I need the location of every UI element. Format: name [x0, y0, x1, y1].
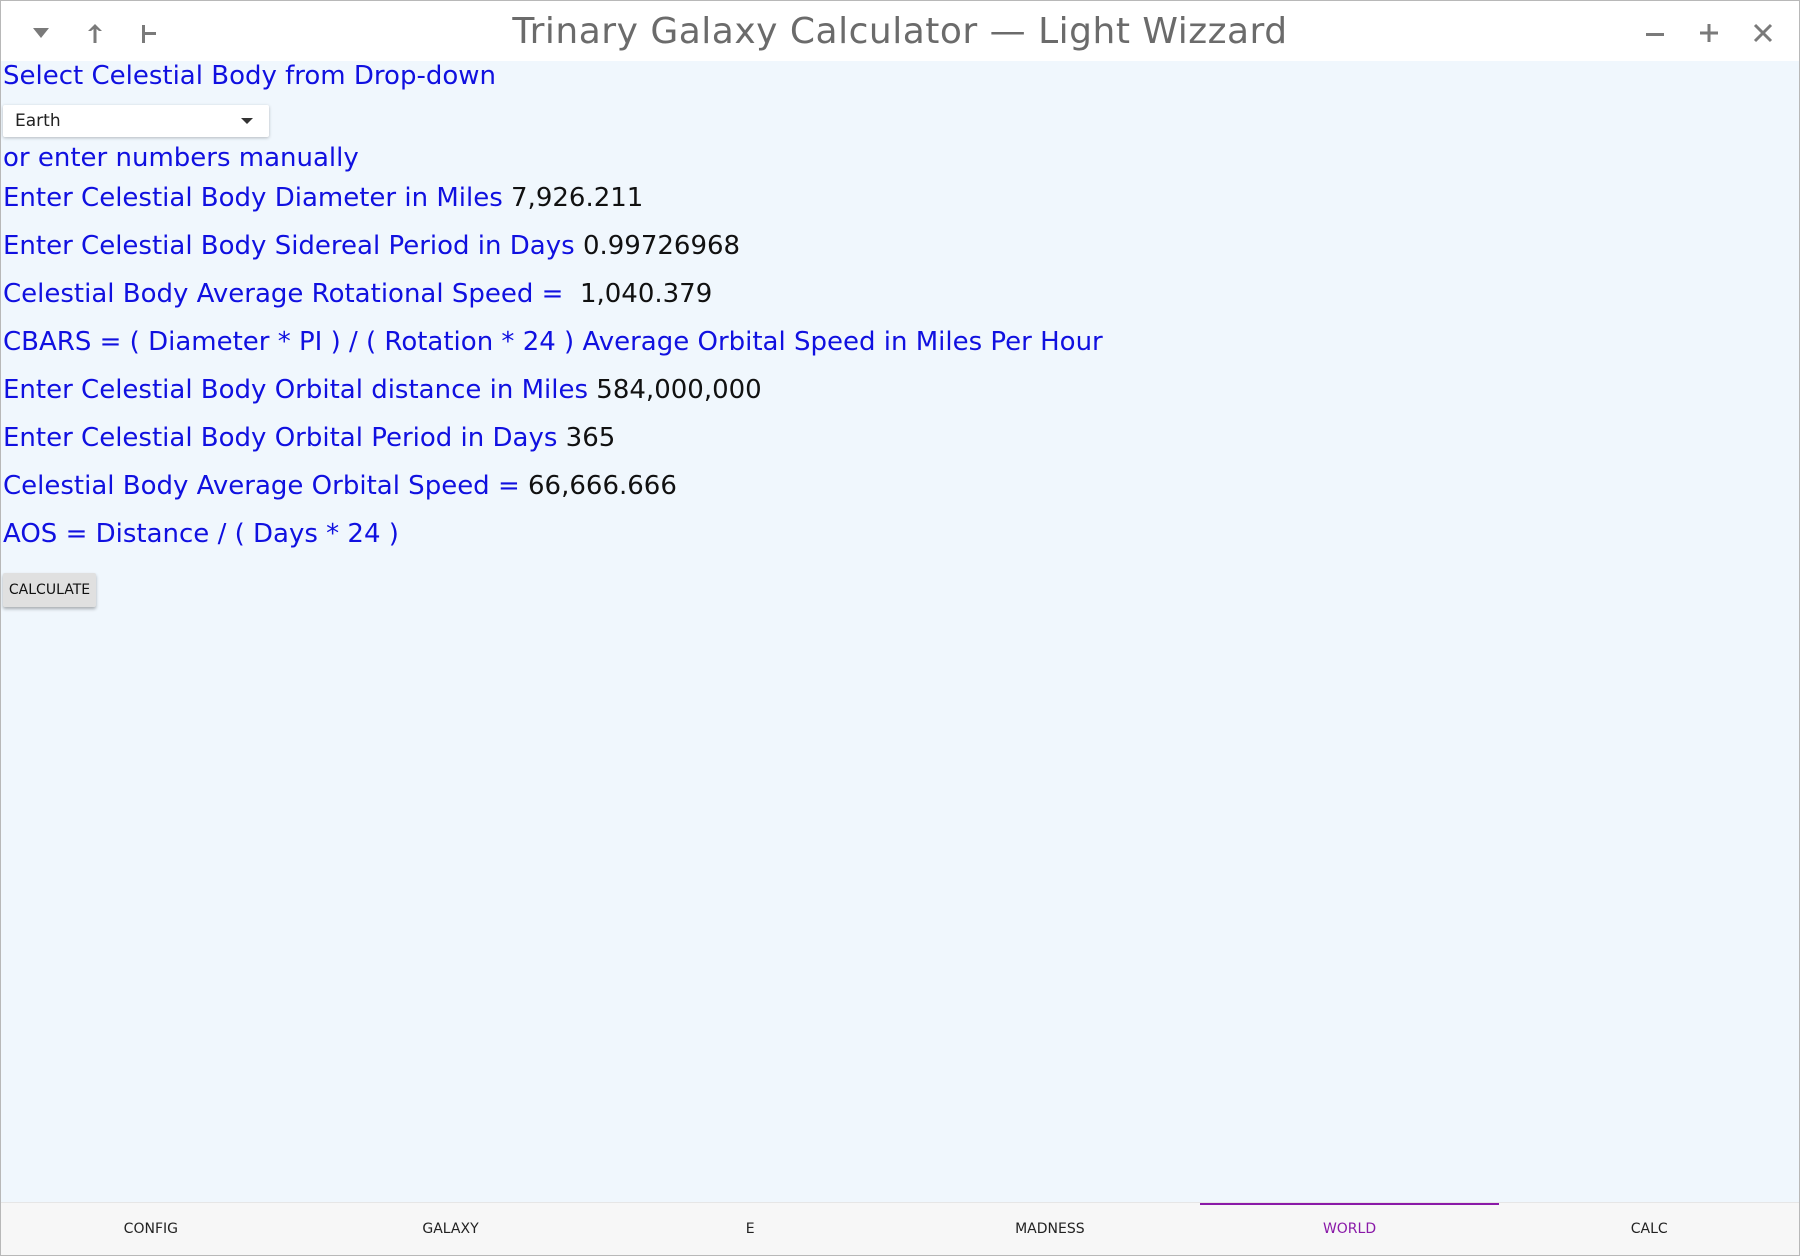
pin-icon[interactable]	[131, 15, 167, 51]
tab-calc[interactable]: CALC	[1499, 1203, 1799, 1255]
world-panel: Select Celestial Body from Drop-down Ear…	[1, 61, 1799, 1203]
tab-label: E	[745, 1221, 755, 1237]
tab-galaxy[interactable]: GALAXY	[301, 1203, 601, 1255]
tab-label: CONFIG	[123, 1221, 178, 1237]
tab-label: CALC	[1630, 1221, 1668, 1237]
orbital-distance-row: Enter Celestial Body Orbital distance in…	[3, 375, 762, 405]
diameter-label: Enter Celestial Body Diameter in Miles	[3, 183, 503, 213]
tab-world[interactable]: WORLD	[1199, 1203, 1500, 1255]
tab-config[interactable]: CONFIG	[1, 1203, 301, 1255]
rotational-speed-label: Celestial Body Average Rotational Speed …	[3, 279, 572, 309]
maximize-icon[interactable]	[1691, 15, 1727, 51]
sidereal-row: Enter Celestial Body Sidereal Period in …	[3, 231, 740, 261]
sidereal-label: Enter Celestial Body Sidereal Period in …	[3, 231, 575, 261]
rotational-speed-value: 1,040.379	[579, 279, 713, 309]
celestial-body-dropdown[interactable]: Earth	[3, 105, 269, 137]
tab-label: GALAXY	[422, 1221, 479, 1237]
tab-madness[interactable]: MADNESS	[900, 1203, 1200, 1255]
orbital-period-label: Enter Celestial Body Orbital Period in D…	[3, 423, 558, 453]
manual-entry-label: or enter numbers manually	[3, 143, 359, 173]
sidereal-input[interactable]: 0.99726968	[582, 231, 741, 261]
select-label: Select Celestial Body from Drop-down	[3, 61, 496, 91]
orbital-speed-label: Celestial Body Average Orbital Speed =	[3, 471, 520, 501]
title-bar: Trinary Galaxy Calculator — Light Wizzar…	[1, 1, 1799, 61]
minimize-icon[interactable]	[1637, 15, 1673, 51]
caret-down-icon	[241, 118, 253, 124]
orbital-distance-input[interactable]: 584,000,000	[596, 375, 762, 405]
chevron-down-icon[interactable]	[23, 15, 59, 51]
diameter-row: Enter Celestial Body Diameter in Miles 7…	[3, 183, 643, 213]
cbars-formula: CBARS = ( Diameter * PI ) / ( Rotation *…	[3, 327, 1103, 357]
close-icon[interactable]	[1745, 15, 1781, 51]
window-title: Trinary Galaxy Calculator — Light Wizzar…	[512, 11, 1288, 52]
orbital-period-row: Enter Celestial Body Orbital Period in D…	[3, 423, 615, 453]
tab-label: MADNESS	[1015, 1221, 1085, 1237]
aos-formula: AOS = Distance / ( Days * 24 )	[3, 519, 399, 549]
diameter-input[interactable]: 7,926.211	[511, 183, 644, 213]
orbital-speed-value: 66,666.666	[528, 471, 677, 501]
tab-label: WORLD	[1322, 1221, 1377, 1237]
orbital-period-input[interactable]: 365	[565, 423, 616, 453]
orbital-distance-label: Enter Celestial Body Orbital distance in…	[3, 375, 589, 405]
bottom-tab-bar: CONFIG GALAXY E MADNESS WORLD CALC	[1, 1202, 1799, 1255]
arrow-up-icon[interactable]	[77, 15, 113, 51]
dropdown-selected-value: Earth	[15, 111, 61, 131]
calculate-button[interactable]: CALCULATE	[3, 573, 96, 607]
active-tab-indicator	[1199, 1203, 1500, 1205]
orbital-speed-row: Celestial Body Average Orbital Speed = 6…	[3, 471, 677, 501]
rotational-speed-row: Celestial Body Average Rotational Speed …	[3, 279, 712, 309]
tab-e[interactable]: E	[600, 1203, 900, 1255]
